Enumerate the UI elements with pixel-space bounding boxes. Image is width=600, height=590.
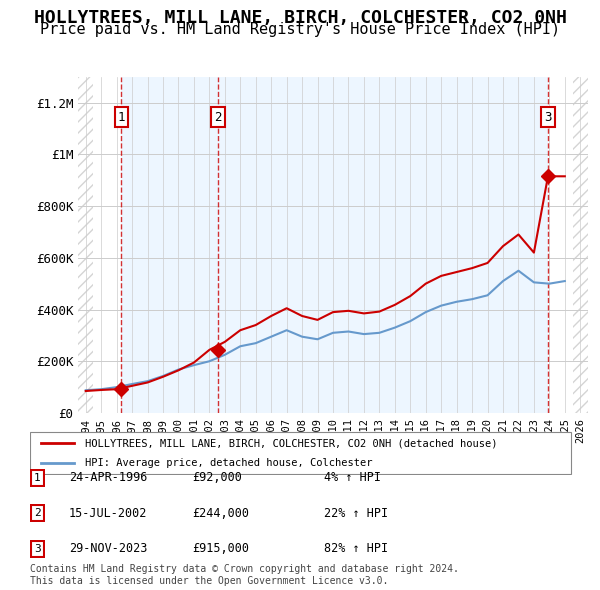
Text: 24-APR-1996: 24-APR-1996 (69, 471, 148, 484)
Text: 4% ↑ HPI: 4% ↑ HPI (324, 471, 381, 484)
Text: 2: 2 (214, 110, 221, 123)
Bar (121, 77, 218, 413)
Text: 29-NOV-2023: 29-NOV-2023 (69, 542, 148, 555)
Text: Price paid vs. HM Land Registry's House Price Index (HPI): Price paid vs. HM Land Registry's House … (40, 22, 560, 37)
Text: 3: 3 (544, 110, 552, 123)
Text: 3: 3 (34, 544, 41, 553)
FancyBboxPatch shape (30, 432, 571, 474)
Text: 1: 1 (118, 110, 125, 123)
Text: 1: 1 (34, 473, 41, 483)
Text: 15-JUL-2002: 15-JUL-2002 (69, 507, 148, 520)
Text: HPI: Average price, detached house, Colchester: HPI: Average price, detached house, Colc… (85, 458, 373, 467)
Text: £244,000: £244,000 (192, 507, 249, 520)
Bar (218, 77, 548, 413)
Text: HOLLYTREES, MILL LANE, BIRCH, COLCHESTER, CO2 0NH (detached house): HOLLYTREES, MILL LANE, BIRCH, COLCHESTER… (85, 438, 498, 448)
Text: £915,000: £915,000 (192, 542, 249, 555)
Text: £92,000: £92,000 (192, 471, 242, 484)
FancyBboxPatch shape (31, 470, 44, 486)
FancyBboxPatch shape (31, 540, 44, 557)
Bar (572, 77, 588, 413)
Text: 82% ↑ HPI: 82% ↑ HPI (324, 542, 388, 555)
Text: Contains HM Land Registry data © Crown copyright and database right 2024.
This d: Contains HM Land Registry data © Crown c… (30, 564, 459, 586)
Text: 2: 2 (34, 509, 41, 518)
Text: HOLLYTREES, MILL LANE, BIRCH, COLCHESTER, CO2 0NH: HOLLYTREES, MILL LANE, BIRCH, COLCHESTER… (34, 9, 566, 27)
Bar (78, 77, 94, 413)
FancyBboxPatch shape (31, 505, 44, 522)
Text: 22% ↑ HPI: 22% ↑ HPI (324, 507, 388, 520)
